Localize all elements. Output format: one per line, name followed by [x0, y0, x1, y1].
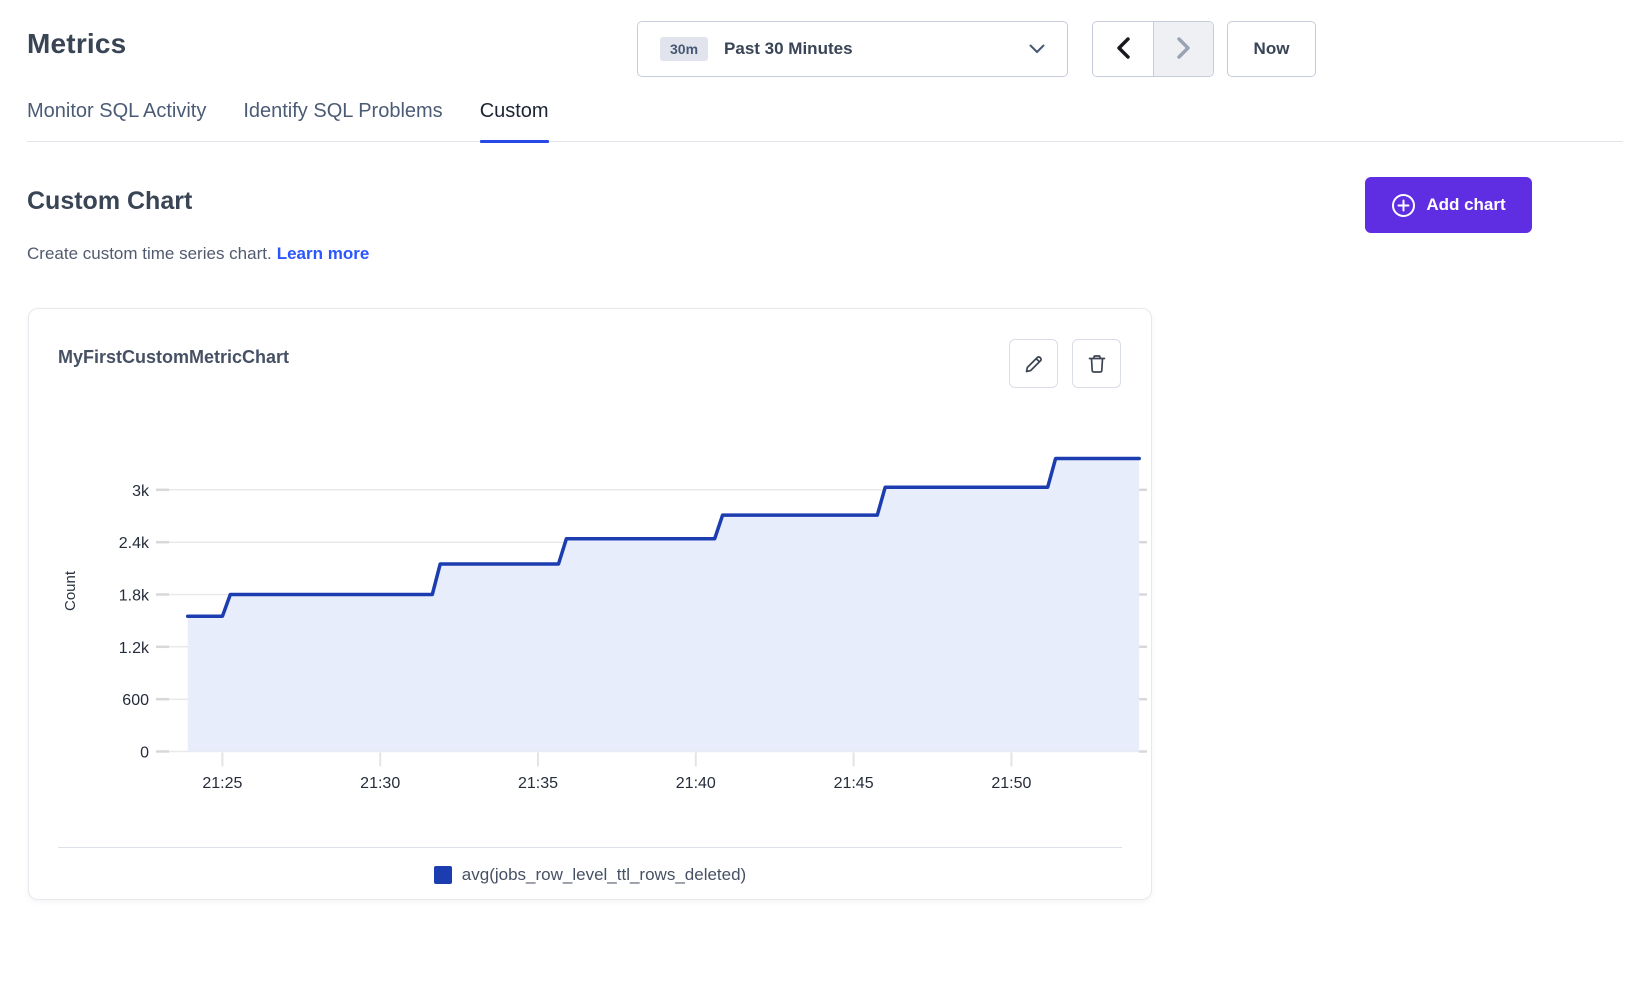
learn-more-link[interactable]: Learn more	[276, 244, 370, 263]
edit-chart-button[interactable]	[1009, 339, 1058, 388]
time-nav-group	[1092, 21, 1214, 77]
svg-text:21:30: 21:30	[360, 775, 400, 792]
svg-text:1.2k: 1.2k	[119, 640, 150, 657]
legend-swatch	[433, 866, 452, 884]
svg-text:21:45: 21:45	[834, 775, 874, 792]
tab-identify-sql-problems[interactable]: Identify SQL Problems	[243, 100, 443, 122]
section-heading: Custom Chart	[27, 187, 193, 215]
tab-monitor-sql-activity[interactable]: Monitor SQL Activity	[27, 100, 207, 122]
svg-text:21:25: 21:25	[202, 775, 242, 792]
svg-text:3k: 3k	[132, 483, 150, 500]
legend-label: avg(jobs_row_level_ttl_rows_deleted)	[461, 865, 747, 884]
tab-custom[interactable]: Custom	[479, 100, 549, 143]
section-description: Create custom time series chart. Learn mo…	[27, 244, 369, 264]
add-chart-label: Add chart	[1426, 195, 1506, 214]
time-range-dropdown[interactable]: 30m Past 30 Minutes	[637, 21, 1068, 77]
card-divider	[58, 847, 1122, 848]
svg-text:21:40: 21:40	[676, 775, 716, 792]
section-description-text: Create custom time series chart.	[27, 244, 272, 263]
delete-trash-icon	[1086, 353, 1108, 375]
time-range-badge: 30m	[660, 37, 709, 61]
chevron-down-icon	[1029, 44, 1045, 54]
edit-pencil-icon	[1023, 353, 1045, 375]
svg-text:1.8k: 1.8k	[119, 588, 150, 605]
svg-text:0: 0	[140, 745, 149, 762]
chevron-left-icon	[1116, 36, 1130, 62]
now-button[interactable]: Now	[1227, 21, 1316, 77]
tab-bar: Monitor SQL Activity Identify SQL Proble…	[27, 100, 1623, 143]
chart-title: MyFirstCustomMetricChart	[58, 347, 290, 367]
svg-text:21:50: 21:50	[991, 775, 1031, 792]
time-prev-button[interactable]	[1093, 22, 1153, 76]
svg-text:600: 600	[122, 692, 149, 709]
add-chart-button[interactable]: Add chart	[1365, 177, 1532, 233]
custom-chart-card: MyFirstCustomMetricChart 0 600 1.2k 1.8k 2.4…	[28, 308, 1152, 900]
delete-chart-button[interactable]	[1072, 339, 1121, 388]
svg-text:2.4k: 2.4k	[119, 535, 150, 552]
page-title: Metrics	[27, 28, 127, 59]
chevron-right-icon	[1176, 36, 1191, 62]
time-range-label: Past 30 Minutes	[724, 39, 853, 58]
chart-legend: avg(jobs_row_level_ttl_rows_deleted)	[29, 865, 1151, 885]
svg-text:21:35: 21:35	[518, 775, 558, 792]
circled-plus-icon	[1391, 193, 1416, 218]
svg-text:Count: Count	[62, 570, 79, 611]
custom-chart-plot[interactable]: 0 600 1.2k 1.8k 2.4k 3k 21:25 21:30 21:35 21:40 21…	[61, 416, 1151, 806]
time-next-button[interactable]	[1153, 22, 1213, 76]
